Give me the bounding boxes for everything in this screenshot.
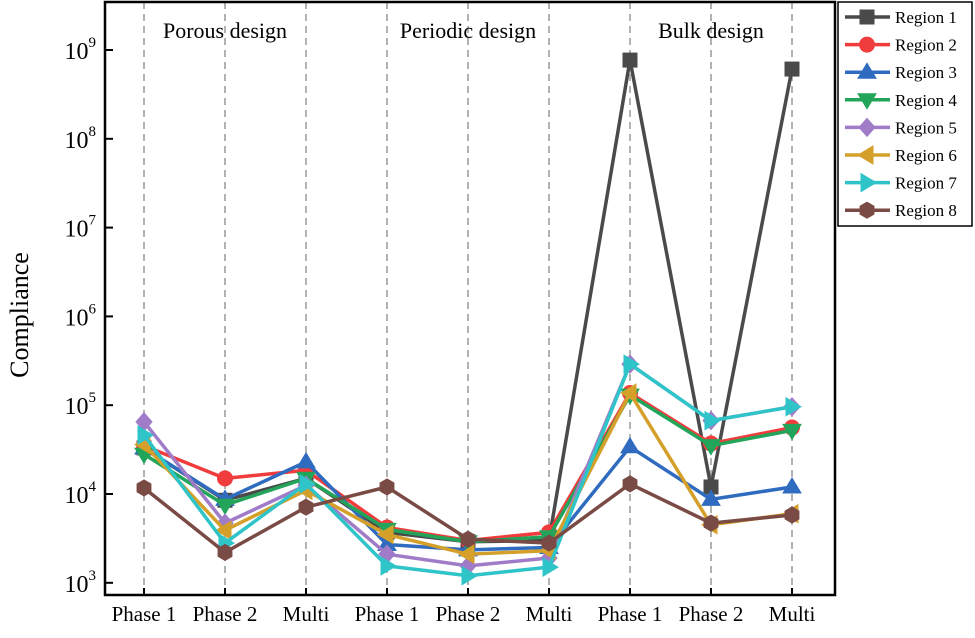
data-point xyxy=(701,489,721,506)
y-tick-label: 104 xyxy=(65,479,97,509)
x-tick-label: Multi xyxy=(769,602,816,626)
data-point xyxy=(298,498,314,516)
group-labels: Porous design Periodic design Bulk design xyxy=(163,18,764,43)
data-point xyxy=(785,396,802,417)
data-point xyxy=(622,475,638,493)
data-point xyxy=(217,470,233,487)
y-tick-label: 109 xyxy=(65,35,97,65)
legend-label: Region 6 xyxy=(895,146,957,165)
x-tick-label: Multi xyxy=(283,602,330,626)
data-point xyxy=(296,451,316,469)
series-layer xyxy=(134,52,802,586)
legend-marker xyxy=(857,62,877,79)
data-point xyxy=(377,524,394,545)
legend-label: Region 2 xyxy=(895,36,957,55)
legend-box xyxy=(837,1,973,227)
x-tick-label: Phase 1 xyxy=(112,602,177,626)
data-point xyxy=(458,544,475,565)
legend-item: Region 3 xyxy=(845,62,957,82)
data-point xyxy=(703,514,719,532)
legend-marker xyxy=(858,117,876,138)
x-tick-label: Phase 2 xyxy=(679,602,744,626)
legend-item: Region 5 xyxy=(845,117,957,138)
data-point xyxy=(137,425,154,446)
legend-label: Region 7 xyxy=(895,174,957,193)
group-label: Bulk design xyxy=(658,18,764,43)
y-tick-label: 107 xyxy=(65,213,97,243)
group-label: Periodic design xyxy=(400,18,536,43)
legend-marker xyxy=(857,145,874,165)
x-axis: Phase 1 Phase 2 Multi Phase 1 Phase 2 Multi Ph… xyxy=(112,588,816,626)
y-tick-label: 106 xyxy=(65,301,97,331)
data-point xyxy=(215,520,232,541)
legend-item: Region 7 xyxy=(845,172,957,193)
data-point xyxy=(379,478,395,496)
series-region-8 xyxy=(136,475,800,561)
group-separators xyxy=(143,2,793,595)
legend-label: Region 8 xyxy=(895,201,957,220)
legend-item: Region 6 xyxy=(845,145,957,165)
legend: Region 1 Region 2 Region 3 Region 4 Region 5… xyxy=(837,1,973,227)
legend-item: Region 4 xyxy=(845,91,957,110)
data-point xyxy=(782,423,802,441)
legend-label: Region 4 xyxy=(895,91,957,110)
data-point xyxy=(215,498,235,516)
x-tick-label: Phase 1 xyxy=(598,602,663,626)
x-tick-label: Phase 2 xyxy=(193,602,258,626)
data-point xyxy=(784,506,800,524)
plot-frame xyxy=(103,0,837,597)
y-tick-label: 105 xyxy=(65,390,97,420)
series-line xyxy=(143,58,794,544)
y-tick-label: 108 xyxy=(65,124,97,154)
legend-label: Region 1 xyxy=(895,8,957,27)
legend-item: Region 2 xyxy=(845,36,957,55)
legend-item: Region 1 xyxy=(845,8,957,27)
y-tick-label: 103 xyxy=(65,568,97,598)
x-tick-label: Multi xyxy=(526,602,573,626)
legend-marker xyxy=(859,9,875,25)
y-axis-label: Compliance xyxy=(5,252,34,378)
data-point xyxy=(622,52,638,68)
legend-label: Region 3 xyxy=(895,63,957,82)
data-point xyxy=(542,557,559,578)
data-point xyxy=(620,436,640,454)
legend-marker xyxy=(859,36,875,53)
data-point xyxy=(782,476,802,494)
data-point xyxy=(136,479,152,497)
group-label: Porous design xyxy=(163,18,287,43)
data-point xyxy=(704,410,721,431)
data-point xyxy=(701,439,721,456)
legend-item: Region 8 xyxy=(845,201,957,220)
x-tick-label: Phase 1 xyxy=(355,602,420,626)
data-point xyxy=(380,556,397,576)
legend-label: Region 5 xyxy=(895,118,957,137)
data-point xyxy=(299,473,316,494)
data-point xyxy=(461,565,478,586)
legend-marker xyxy=(857,93,877,110)
x-tick-label: Phase 2 xyxy=(436,602,501,626)
data-point xyxy=(541,534,557,552)
data-point xyxy=(620,383,637,403)
data-point xyxy=(460,530,476,548)
legend-marker xyxy=(860,172,877,193)
data-point xyxy=(217,543,233,561)
data-point xyxy=(623,354,640,375)
legend-marker xyxy=(859,201,875,219)
data-point xyxy=(784,61,800,77)
